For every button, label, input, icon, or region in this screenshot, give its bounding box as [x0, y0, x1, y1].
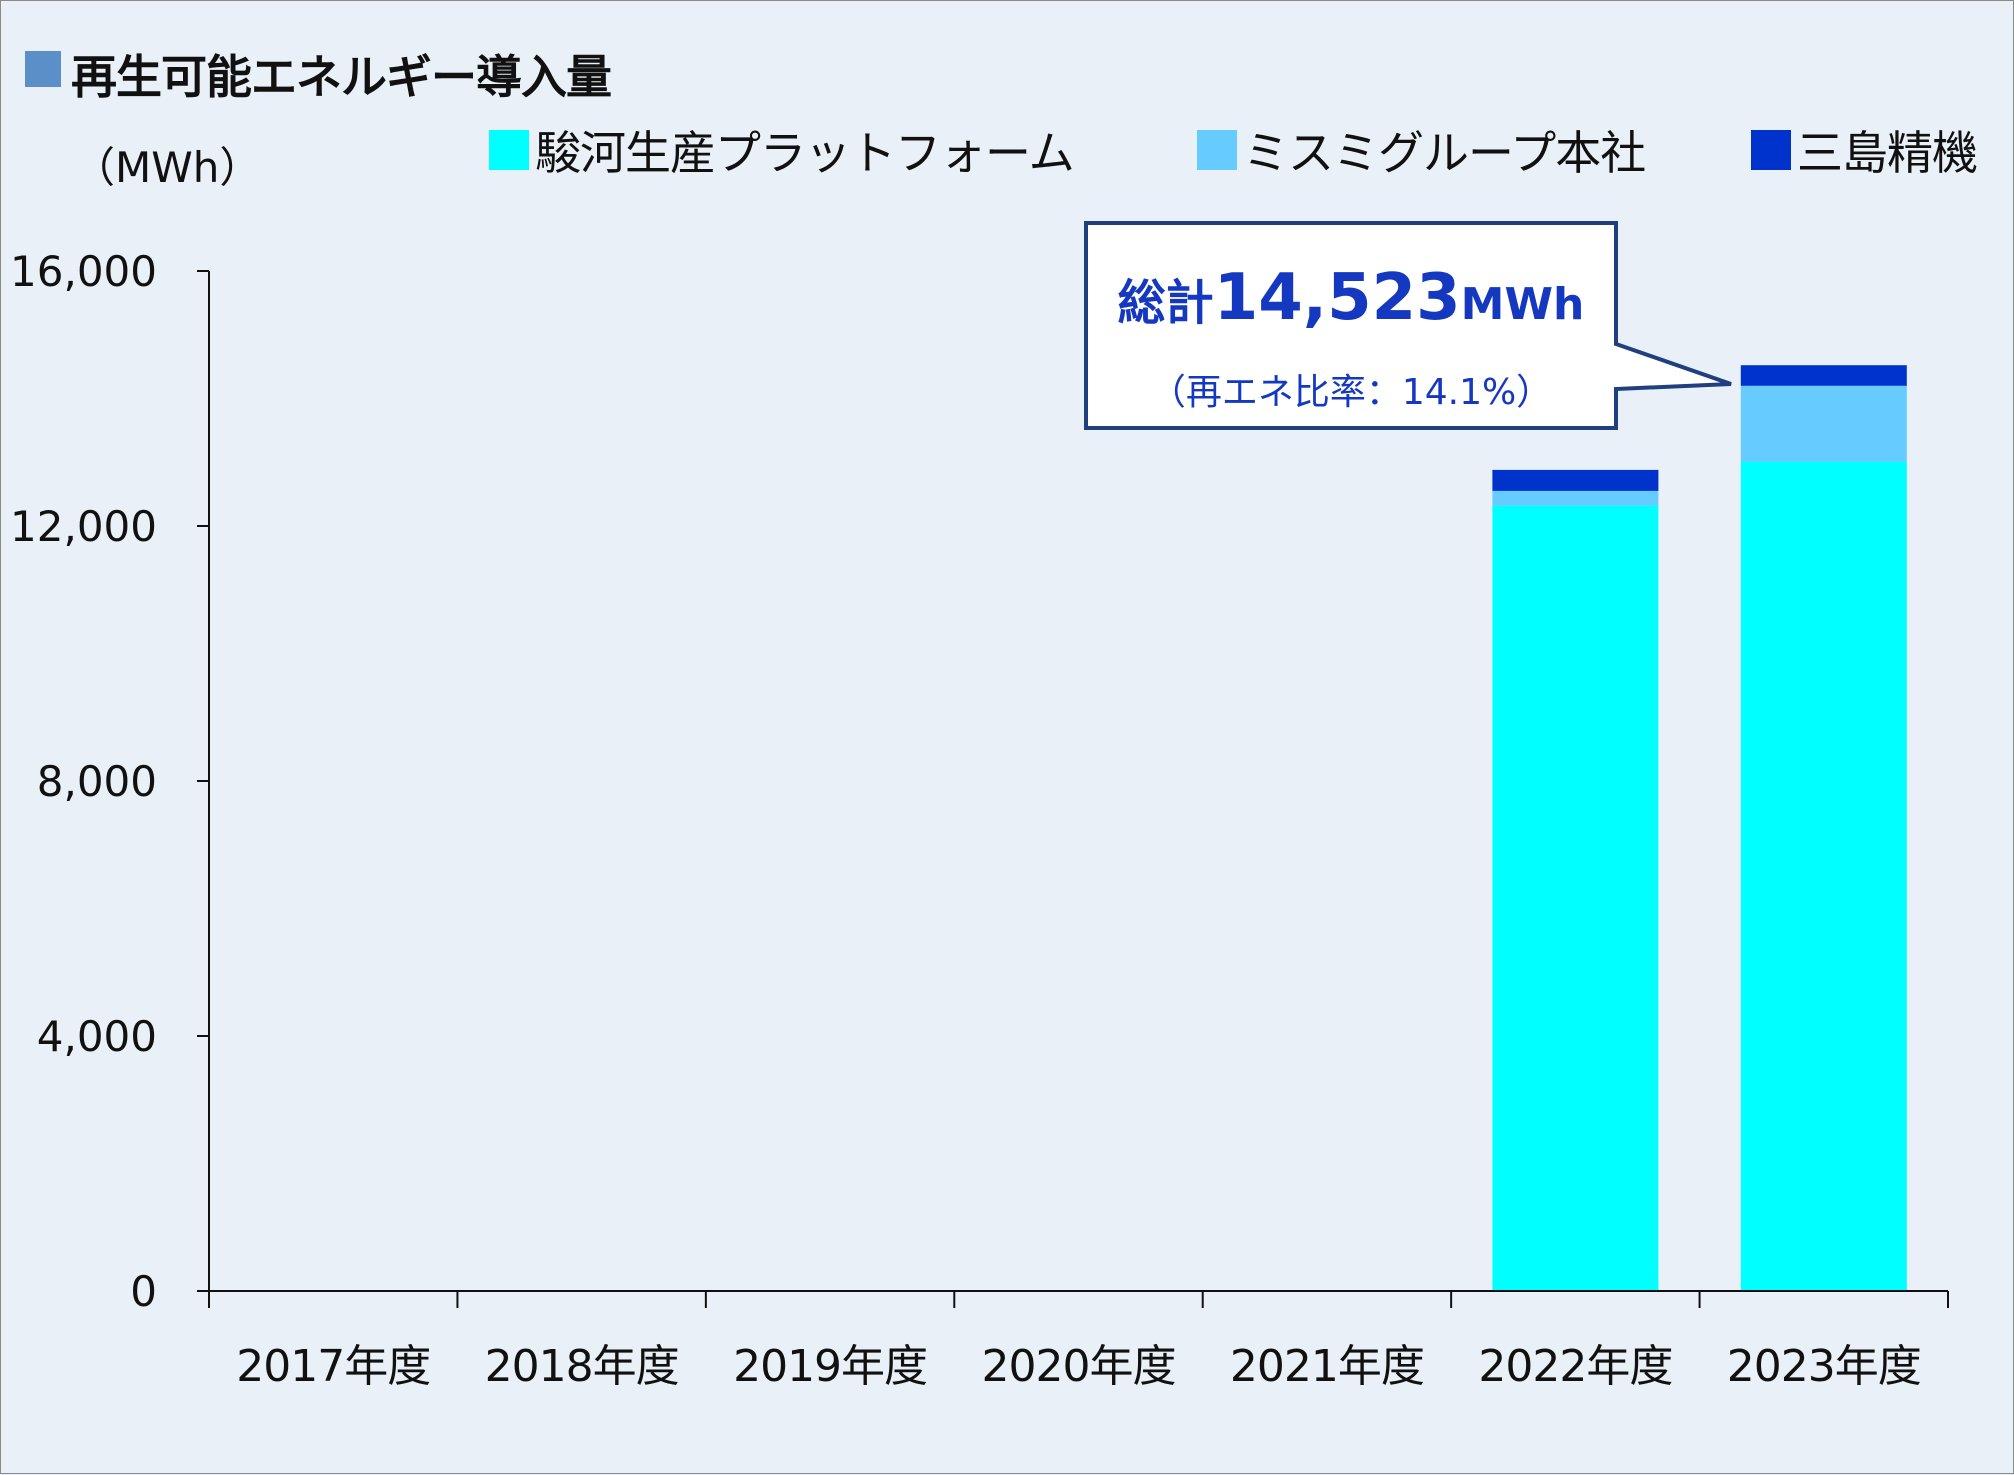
legend-item-mishima: 三島精機 — [1751, 123, 1978, 180]
y-tick-labels: 0 4,000 8,000 12,000 16,000 — [10, 247, 157, 1316]
bars-layer — [1492, 365, 1907, 1292]
callout-ratio: （再エネ比率：14.1%） — [1149, 372, 1553, 413]
title-marker — [25, 51, 61, 87]
y-tick-label-0: 0 — [130, 1267, 157, 1316]
bar-segment-5-2 — [1492, 469, 1659, 491]
x-tick-label-4: 2021年度 — [1230, 1341, 1424, 1392]
callout-total-line: 総計14,523MWh — [1086, 261, 1616, 335]
legend-label-mishima: 三島精機 — [1797, 126, 1978, 180]
x-tick-label-1: 2018年度 — [485, 1341, 679, 1392]
chart-title: 再生可能エネルギー導入量 — [71, 50, 612, 104]
legend-item-suruga: 駿河生産プラットフォーム — [489, 123, 1075, 180]
x-tick-label-0: 2017年度 — [236, 1341, 430, 1392]
y-tick-label-3: 12,000 — [10, 502, 157, 551]
bar-segment-6-2 — [1740, 365, 1907, 386]
y-tick-label-1: 4,000 — [37, 1012, 157, 1061]
unit-label: （MWh） — [73, 143, 262, 192]
bar-segment-5-0 — [1492, 505, 1659, 1292]
axes-layer — [197, 270, 1949, 1308]
callout-total-value: 14,523 — [1213, 261, 1461, 335]
legend-label-misumi: ミスミグループ本社 — [1243, 126, 1646, 180]
x-tick-label-2: 2019年度 — [733, 1341, 927, 1392]
callout-prefix: 総計 — [1117, 275, 1214, 331]
legend-label-suruga: 駿河生産プラットフォーム — [535, 126, 1075, 180]
legend-swatch-misumi — [1197, 130, 1237, 170]
callout-bubble-shape — [1084, 221, 1732, 430]
x-tick-label-6: 2023年度 — [1727, 1341, 1921, 1392]
x-tick-labels: 2017年度 2018年度 2019年度 2020年度 2021年度 2022年度 2023… — [236, 1341, 1922, 1392]
legend-swatch-mishima — [1751, 130, 1791, 170]
total-callout: 総計14,523MWh （再エネ比率：14.1%） — [1086, 223, 1616, 428]
y-tick-label-2: 8,000 — [37, 757, 157, 806]
x-tick-label-3: 2020年度 — [982, 1341, 1176, 1392]
legend-item-misumi: ミスミグループ本社 — [1197, 123, 1646, 180]
callout-unit: MWh — [1460, 279, 1585, 330]
legend-swatch-suruga — [489, 130, 529, 170]
bar-segment-5-1 — [1492, 490, 1659, 506]
bar-segment-6-0 — [1740, 461, 1907, 1292]
y-tick-label-4: 16,000 — [10, 247, 157, 296]
x-tick-label-5: 2022年度 — [1478, 1341, 1672, 1392]
bar-segment-6-1 — [1740, 385, 1907, 462]
